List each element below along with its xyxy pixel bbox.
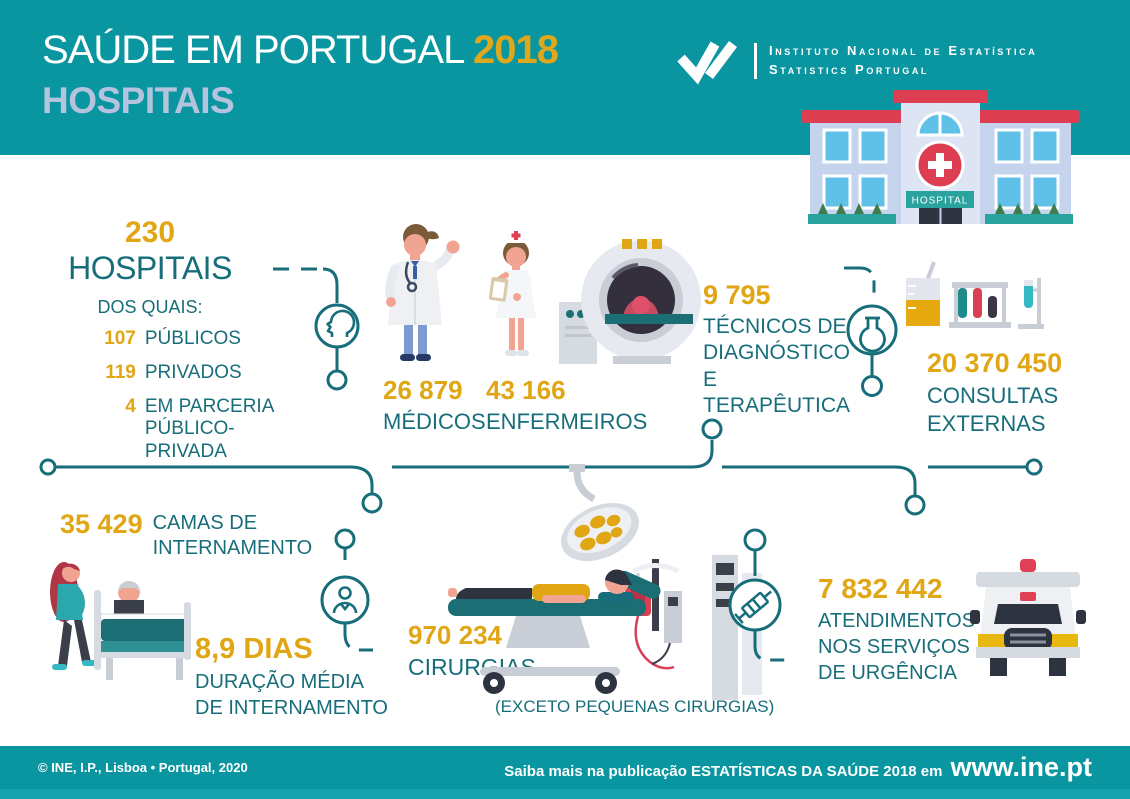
website-link[interactable]: www.ine.pt xyxy=(950,752,1093,782)
consultas-value: 20 370 450 xyxy=(927,348,1063,378)
camas-value: 35 429 xyxy=(60,509,143,539)
consultas-label: CONSULTAS EXTERNAS xyxy=(927,383,1059,436)
medicos-value: 26 879 xyxy=(383,375,463,405)
ambulance-illustration xyxy=(970,559,1086,676)
footer: © INE, I.P., Lisboa • Portugal, 2020 Sai… xyxy=(0,746,1130,789)
title-year: 2018 xyxy=(473,28,559,72)
logo-divider xyxy=(754,43,757,79)
surgical-lamp-illustration xyxy=(561,464,639,562)
tecnicos-stat: 9 795 TÉCNICOS DE DIAGNÓSTICO E TERAPÊUT… xyxy=(703,280,863,419)
enfermeiros-label: ENFERMEIROS xyxy=(486,409,648,434)
privados-label: PRIVADOS xyxy=(144,361,242,383)
hospitals-value: 230 xyxy=(124,216,176,249)
copyright-text: © INE, I.P., Lisboa • Portugal, 2020 xyxy=(38,760,248,775)
duracao-value: 8,9 DIAS xyxy=(195,633,313,665)
more-info-text: Saiba mais na publicação xyxy=(504,763,692,780)
nurse-illustration xyxy=(488,231,536,356)
publication-name: ESTATÍSTICAS DA SAÚDE 2018 xyxy=(691,763,917,780)
enfermeiros-value: 43 166 xyxy=(486,375,566,405)
tecnicos-value: 9 795 xyxy=(703,280,771,310)
hospital-sign-text: HOSPITAL xyxy=(912,196,969,207)
medicos-label: MÉDICOS xyxy=(383,409,486,434)
publicos-label: PÚBLICOS xyxy=(144,328,241,349)
hospital-building-illustration: HOSPITAL xyxy=(802,90,1079,224)
urgencias-stat: 7 832 442 ATENDIMENTOS NOS SERVIÇOS DE U… xyxy=(818,573,988,686)
ine-logo: Instituto Nacional de Estatística Statis… xyxy=(676,36,1037,86)
hospitals-stat: 230 HOSPITAIS DOS QUAIS: xyxy=(30,216,270,318)
connector-syringe xyxy=(728,528,790,662)
duracao-label: DURAÇÃO MÉDIA DE INTERNAMENTO xyxy=(195,671,388,719)
breakdown-row-publicos: 107 PÚBLICOS xyxy=(38,328,308,351)
surgery-scene-illustration xyxy=(448,555,762,700)
connector-person xyxy=(320,528,382,652)
breakdown-row-parceria: 4 EM PARCERIA PÚBLICO-PRIVADA xyxy=(38,396,308,464)
patient-bed-illustration xyxy=(50,562,191,680)
camas-label: CAMAS DE INTERNAMENTO xyxy=(152,512,313,559)
medicos-stat: 26 879 MÉDICOS xyxy=(383,375,486,435)
urgencias-value: 7 832 442 xyxy=(818,573,943,604)
flask-icon xyxy=(859,316,886,353)
consultas-stat: 20 370 450 CONSULTAS EXTERNAS xyxy=(927,348,1067,437)
ine-checkmark-icon xyxy=(677,41,737,85)
breakdown-row-privados: 119 PRIVADOS xyxy=(38,362,308,385)
enfermeiros-stat: 43 166 ENFERMEIROS xyxy=(486,375,647,435)
hospitals-breakdown: 107 PÚBLICOS 119 PRIVADOS 4 EM PARCERIA … xyxy=(38,328,308,475)
person-icon xyxy=(332,586,358,614)
logo-line2: Statistics Portugal xyxy=(769,62,930,77)
logo-text: Instituto Nacional de Estatística Statis… xyxy=(769,42,1037,80)
hospitals-qualifier: DOS QUAIS: xyxy=(97,297,203,317)
hospital-sign xyxy=(906,191,974,208)
planter-plants xyxy=(818,203,1059,214)
logo-line1: Instituto Nacional de Estatística xyxy=(769,43,1038,59)
doctor-illustration xyxy=(385,224,460,361)
connector-head xyxy=(273,267,360,391)
page-title: SAÚDE EM PORTUGAL 2018 xyxy=(42,28,559,73)
mri-scanner-illustration xyxy=(559,239,701,364)
tecnicos-label: TÉCNICOS DE DIAGNÓSTICO E TERAPÊUTICA xyxy=(703,315,851,417)
more-info-em: em xyxy=(916,763,943,780)
urgencias-label: ATENDIMENTOS NOS SERVIÇOS DE URGÊNCIA xyxy=(818,610,976,684)
footer-strip xyxy=(0,789,1130,799)
cirurgias-note: (EXCETO PEQUENAS CIRURGIAS) xyxy=(495,697,775,716)
syringe-icon xyxy=(734,590,772,624)
head-profile-icon xyxy=(326,309,356,337)
privados-value: 119 xyxy=(105,361,136,383)
clipboard xyxy=(488,276,509,302)
duracao-stat: 8,9 DIAS DURAÇÃO MÉDIA DE INTERNAMENTO xyxy=(195,633,390,721)
lab-equipment-illustration xyxy=(906,261,1044,329)
parceria-value: 4 xyxy=(125,395,136,417)
publicos-value: 107 xyxy=(104,328,136,349)
parceria-label: EM PARCERIA PÚBLICO-PRIVADA xyxy=(144,395,274,463)
building-windows xyxy=(822,128,1060,210)
connector-flask xyxy=(844,266,898,397)
divider-line xyxy=(39,418,1043,516)
hospitals-label: HOSPITAIS xyxy=(68,250,232,286)
ambulance-grille xyxy=(1004,628,1052,650)
cirurgias-value: 970 234 xyxy=(408,620,502,650)
camas-stat: 35 429 CAMAS DE INTERNAMENTO xyxy=(60,509,318,561)
title-text: SAÚDE EM PORTUGAL xyxy=(42,28,464,72)
page-subtitle: HOSPITAIS xyxy=(42,80,235,121)
more-info: Saiba mais na publicação ESTATÍSTICAS DA… xyxy=(504,752,1092,783)
